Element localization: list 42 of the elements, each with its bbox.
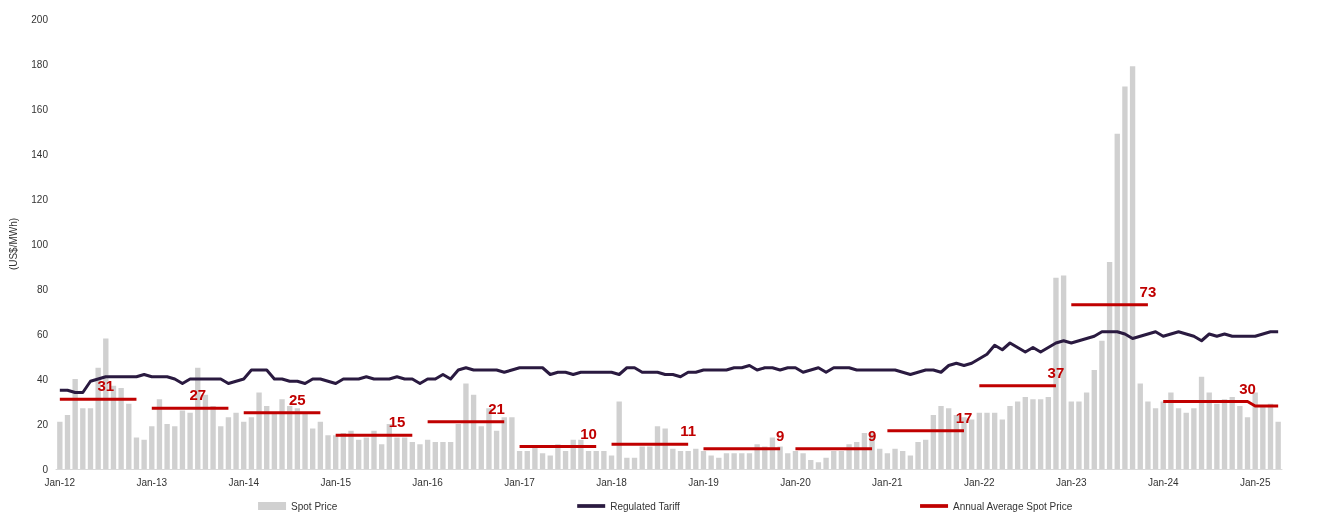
- y-tick-label: 160: [31, 103, 49, 115]
- legend-label: Annual Average Spot Price: [953, 500, 1073, 512]
- x-tick-label: Jan-23: [1055, 476, 1088, 488]
- x-tick-label: Jan-18: [596, 476, 628, 488]
- x-tick-label: Jan-13: [136, 476, 168, 488]
- y-tick-label: 80: [36, 283, 49, 295]
- x-tick-label: Jan-21: [872, 476, 904, 488]
- data-label: 37: [1047, 363, 1065, 381]
- x-tick-label: Jan-14: [228, 476, 260, 488]
- y-axis-title: (US$/MWh): [7, 217, 19, 271]
- data-label: 9: [867, 426, 877, 444]
- data-label: 27: [189, 386, 207, 404]
- y-tick-label: 60: [36, 328, 49, 340]
- x-tick-label: Jan-19: [688, 476, 720, 488]
- data-label: 21: [488, 399, 505, 417]
- data-label: 25: [289, 390, 306, 408]
- y-tick-label: 180: [31, 58, 49, 70]
- data-label: 30: [1239, 379, 1256, 397]
- y-tick-label: 100: [31, 238, 49, 250]
- x-tick-label: Jan-15: [320, 476, 352, 488]
- y-tick-label: 0: [42, 463, 49, 475]
- data-label: 11: [680, 422, 697, 440]
- x-tick-label: Jan-12: [44, 476, 76, 488]
- x-tick-label: Jan-17: [504, 476, 536, 488]
- legend-label: Regulated Tariff: [610, 500, 681, 512]
- legend-label: Spot Price: [291, 500, 338, 512]
- y-tick-label: 200: [31, 13, 49, 25]
- data-label: 31: [97, 377, 115, 395]
- y-tick-label: 140: [31, 148, 49, 160]
- y-tick-label: 120: [31, 193, 49, 205]
- data-label: 17: [955, 408, 973, 426]
- y-tick-label: 20: [36, 418, 49, 430]
- x-tick-label: Jan-16: [412, 476, 444, 488]
- y-tick-label: 40: [36, 373, 49, 385]
- x-tick-label: Jan-24: [1147, 476, 1179, 488]
- x-tick-label: Jan-25: [1239, 476, 1271, 488]
- data-label: 73: [1139, 282, 1157, 300]
- data-label: 15: [388, 413, 406, 431]
- x-tick-label: Jan-20: [780, 476, 812, 488]
- data-label: 10: [580, 424, 597, 442]
- x-tick-label: Jan-22: [964, 476, 996, 488]
- data-label: 9: [775, 426, 785, 444]
